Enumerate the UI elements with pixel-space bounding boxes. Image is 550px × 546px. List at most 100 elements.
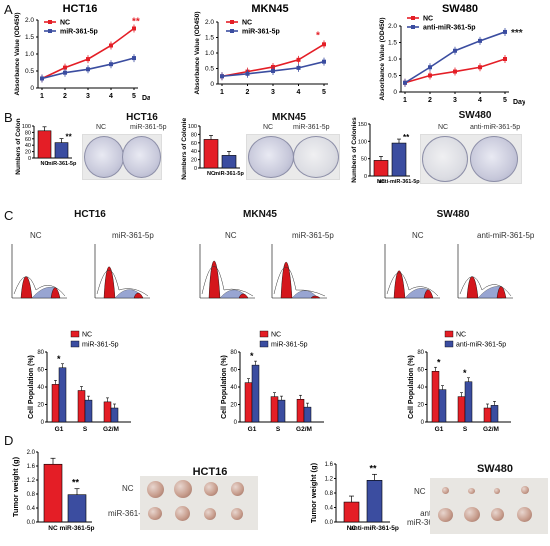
growth-curve-hct16: HCT16 Absorbance Value (OD450) 0 0.5 1.0 1.5 2…	[14, 3, 150, 102]
legend-label: miR-361-5p	[82, 342, 119, 349]
panel-label-a: A	[4, 2, 13, 17]
y-tick-label: 0.8	[27, 492, 36, 498]
bar	[431, 371, 440, 423]
y-tick-label: 20	[25, 150, 31, 156]
x-tick-label: G2/M	[296, 426, 312, 433]
fit-curve	[386, 272, 439, 297]
y-tick-label: 0.5	[388, 73, 397, 80]
y-axis-label: Absorbance Value (OD450)	[14, 12, 21, 95]
x-tick-label: 1	[220, 89, 224, 96]
significance-marker: **	[403, 133, 410, 142]
significance-marker: *	[316, 30, 320, 41]
bar	[373, 160, 389, 177]
y-tick-label: 150	[358, 122, 367, 128]
y-tick-label: 0.4	[325, 506, 334, 512]
legend-swatch	[444, 340, 454, 348]
x-tick-label: NC	[377, 179, 385, 185]
y-axis-label: Cell Population (%)	[408, 355, 415, 419]
tumor-row-label-hct16-treat: miR-361-5p	[108, 509, 150, 518]
y-tick-label: 0.0	[27, 520, 36, 526]
bar	[251, 364, 260, 423]
bar	[54, 142, 69, 159]
tumor-row-label-sw480-treat: anti- miR-361-5p	[407, 509, 449, 527]
y-tick-label: 0.0	[325, 520, 334, 526]
tumor-weight-bar-sw480: Tumor weight (g) 0.0 0.4 0.8 1.2 1.6 NCanti-mi…	[309, 462, 399, 532]
fit-curve	[96, 269, 149, 297]
tumor-sw480-nc-2	[468, 488, 475, 494]
legend-swatch	[70, 330, 80, 338]
significance-marker: ***	[511, 28, 523, 39]
legend-marker	[48, 29, 52, 33]
x-tick-label: 5	[503, 97, 507, 104]
bar	[366, 480, 383, 523]
tumor-row-label-hct16-nc: NC	[122, 484, 134, 493]
fit-curve	[201, 266, 254, 297]
legend-label: anti-miR-361-5p	[423, 25, 476, 32]
y-tick-label: 100	[358, 139, 367, 145]
panel-label-c: C	[4, 208, 14, 223]
y-tick-label: 0	[30, 85, 34, 92]
tumor-sw480-treat-2	[464, 507, 480, 522]
cell-population-bar-sw480: Cell Population (%) 0 20 40 60 80 G1 * S * G2/M NC a…	[408, 330, 511, 433]
colony-plate-label-treat-1: miR-361-5p	[130, 124, 167, 131]
y-axis-label: Cell Population (%)	[28, 355, 35, 419]
hist-label-hct16-treat: miR-361-5p	[112, 231, 154, 240]
y-tick-label: 1.5	[25, 34, 34, 41]
y-tick-label: 1.5	[388, 40, 397, 47]
x-tick-label: 3	[453, 97, 457, 104]
y-tick-label: 0.4	[27, 506, 36, 512]
hist-label-mkn45-nc: NC	[225, 231, 237, 240]
significance-marker: *	[463, 368, 467, 378]
legend-marker	[411, 16, 415, 20]
x-tick-label: 4	[297, 89, 301, 96]
legend-marker	[230, 29, 234, 33]
g2-peak	[238, 293, 249, 299]
y-tick-label: 0.8	[325, 491, 334, 497]
legend-label: miR-361-5p	[271, 342, 308, 349]
tumor-weight-bar-hct16: Tumor weight (g) 0.0 0.4 0.8 1.2 1.6 2.0 NC miR-…	[11, 450, 95, 532]
colony-title-sw480: SW480	[458, 110, 492, 121]
bar	[391, 142, 407, 177]
y-axis-label: Tumor weight (g)	[11, 456, 20, 517]
y-tick-label: 20	[417, 403, 424, 409]
y-tick-label: 2.0	[388, 23, 397, 30]
chart-title: HCT16	[63, 3, 98, 15]
x-tick-label: NC	[207, 171, 215, 177]
bar	[67, 494, 87, 523]
bar	[303, 406, 312, 423]
y-tick-label: 0.5	[25, 68, 34, 75]
tumor-sw480-treat-1	[438, 508, 453, 522]
legend-marker	[411, 25, 415, 29]
significance-marker: **	[132, 17, 140, 28]
legend-swatch	[444, 330, 454, 338]
colony-plate-nc-3	[422, 136, 468, 182]
hist-label-hct16-nc: NC	[30, 231, 42, 240]
tumor-tray-sw480	[430, 478, 548, 534]
y-tick-label: 80	[417, 350, 424, 356]
y-tick-label: 60	[230, 368, 237, 374]
y-tick-label: 1.6	[27, 464, 36, 470]
legend-label: NC	[82, 332, 92, 339]
bar	[110, 407, 119, 423]
tumor-hct16-nc-4	[231, 482, 244, 496]
growth-curve-mkn45: MKN45 Absorbance Value (OD450) 0 0.5 1.0 1.5 2…	[194, 3, 328, 96]
y-tick-label: 0	[28, 156, 31, 162]
tumor-hct16-treat-3	[204, 508, 216, 520]
colony-plate-treat-1	[122, 136, 161, 178]
colony-plate-label-nc-2: NC	[263, 124, 274, 131]
y-axis-label: Numbers of Colonies	[181, 118, 188, 180]
x-tick-label: NC	[41, 161, 49, 167]
significance-marker: **	[66, 133, 73, 142]
x-tick-label: S	[83, 426, 88, 433]
tumor-hct16-nc-3	[204, 482, 218, 496]
y-tick-label: 0	[194, 166, 197, 172]
x-tick-label: 1	[40, 93, 44, 100]
x-tick-label: G1	[435, 426, 444, 433]
bar	[51, 384, 60, 423]
x-tick-label: G1	[55, 426, 64, 433]
hist-label-sw480-treat: anti-miR-361-5p	[477, 231, 535, 240]
y-tick-label: 1.2	[325, 477, 334, 483]
bar	[438, 389, 447, 423]
legend-label: miR-361-5p	[60, 29, 98, 36]
x-tick-label: 4	[109, 93, 113, 100]
